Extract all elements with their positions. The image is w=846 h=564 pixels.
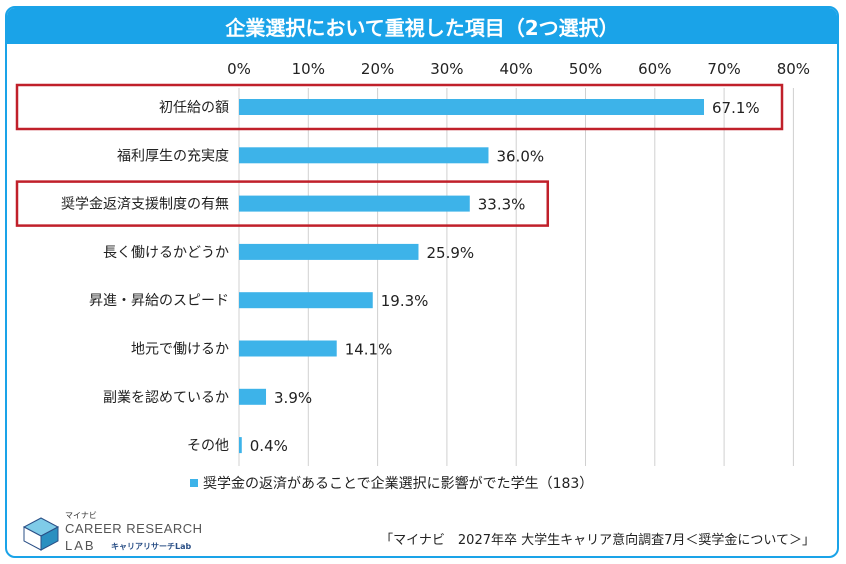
highlight-box xyxy=(15,180,550,227)
x-tick-label: 0% xyxy=(227,60,251,78)
bar-chart: 0% 10% 20% 30% 40% 50% 60% 70% 80% 初任給の額 67.1% 福利厚生… xyxy=(15,60,810,492)
brand-lab-text: LAB xyxy=(65,538,96,553)
brand-small-text: マイナビ xyxy=(65,511,97,520)
data-label: 3.9% xyxy=(274,389,312,407)
legend-swatch xyxy=(190,479,198,487)
category-label: 奨学金返済支援制度の有無 xyxy=(61,197,229,213)
bar xyxy=(239,437,242,454)
x-tick-label: 40% xyxy=(500,60,533,78)
data-label: 67.1% xyxy=(712,99,760,117)
x-tick-label: 30% xyxy=(430,60,463,78)
category-label: その他 xyxy=(187,438,229,454)
category-label: 地元で働けるか xyxy=(131,342,229,358)
category-label: 福利厚生の充実度 xyxy=(117,148,229,164)
bar xyxy=(239,99,705,115)
category-label: 副業を認めているか xyxy=(103,390,229,406)
x-tick-label: 10% xyxy=(292,60,325,78)
x-tick-label: 50% xyxy=(569,60,602,78)
bar xyxy=(239,292,373,309)
data-label: 0.4% xyxy=(250,437,288,455)
bar xyxy=(239,147,489,164)
x-tick-label: 70% xyxy=(707,60,740,78)
category-label: 長く働けるかどうか xyxy=(103,245,229,261)
x-tick-label: 20% xyxy=(361,60,394,78)
brand-sub-text: キャリアリサーチLab xyxy=(111,542,192,551)
data-label: 25.9% xyxy=(426,244,474,262)
brand-logo: マイナビ CAREER RESEARCH LAB キャリアリサーチLab xyxy=(21,510,221,556)
chart-title: 企業選択において重視した項目（2つ選択） xyxy=(7,8,837,44)
data-label: 19.3% xyxy=(381,292,429,310)
data-label: 14.1% xyxy=(345,341,393,359)
bar xyxy=(239,195,470,212)
chart-frame: 企業選択において重視した項目（2つ選択） 0% 10% 20% 30% 40% 50% 60… xyxy=(5,6,839,558)
x-tick-label: 80% xyxy=(777,60,810,78)
bar xyxy=(239,388,267,405)
category-label: 初任給の額 xyxy=(159,99,229,116)
bar xyxy=(239,340,337,357)
brand-main-text: CAREER RESEARCH xyxy=(65,521,203,536)
category-label: 昇進・昇給のスピード xyxy=(89,293,229,309)
bar xyxy=(239,243,419,260)
highlight-box xyxy=(15,83,784,131)
cube-logo-icon xyxy=(22,517,60,551)
source-note: 「マイナビ 2027年卒 大学生キャリア意向調査7月＜奨学金について＞」 xyxy=(380,533,815,548)
legend-label: 奨学金の返済があることで企業選択に影響がでた学生（183） xyxy=(203,475,593,492)
x-tick-label: 60% xyxy=(638,60,671,78)
data-label: 36.0% xyxy=(496,147,544,165)
data-label: 33.3% xyxy=(478,196,526,214)
